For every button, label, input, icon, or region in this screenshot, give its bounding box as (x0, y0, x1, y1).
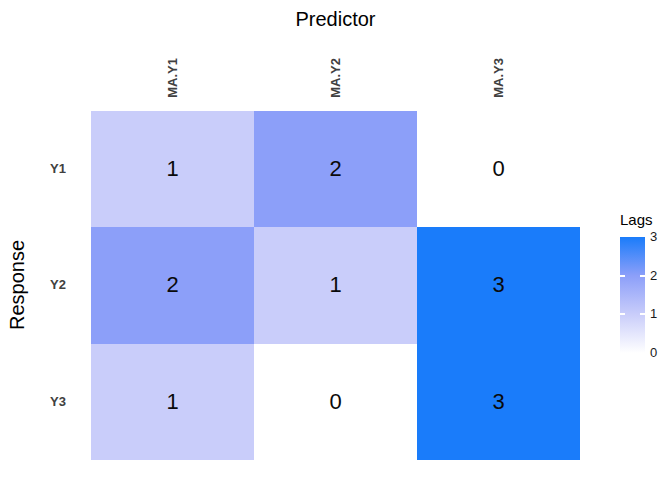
column-label-text: MA.Y2 (328, 58, 343, 98)
heatmap-panel: 120213103 (91, 111, 580, 460)
heatmap-cell-Y2-MA.Y3: 3 (417, 227, 580, 343)
legend-tick-mark (640, 275, 645, 277)
legend-tick-mark (620, 313, 625, 315)
heatmap-cell-Y1-MA.Y2: 2 (254, 111, 417, 227)
row-label-Y1: Y1 (18, 160, 66, 178)
column-label-text: MA.Y3 (491, 58, 506, 98)
legend-tick-mark (640, 313, 645, 315)
legend-tick-label-3: 3 (650, 229, 666, 245)
row-label-Y3: Y3 (18, 393, 66, 411)
heatmap-cell-Y2-MA.Y2: 1 (254, 227, 417, 343)
legend-gradient-bar (620, 237, 645, 353)
heatmap-chart: Predictor Response MA.Y1MA.Y2MA.Y3 Y1Y2Y… (0, 0, 672, 480)
legend-tick-label-1: 1 (650, 306, 666, 322)
column-label-text: MA.Y1 (165, 58, 180, 98)
legend-title: Lags (620, 211, 653, 228)
column-label-MA.Y1: MA.Y1 (143, 40, 203, 98)
legend-tick-label-2: 2 (650, 268, 666, 284)
legend-tick-label-0: 0 (650, 345, 666, 361)
column-label-MA.Y3: MA.Y3 (469, 40, 529, 98)
row-label-Y2: Y2 (18, 276, 66, 294)
column-label-MA.Y2: MA.Y2 (306, 40, 366, 98)
heatmap-cell-Y2-MA.Y1: 2 (91, 227, 254, 343)
heatmap-cell-Y3-MA.Y3: 3 (417, 344, 580, 460)
heatmap-cell-Y3-MA.Y2: 0 (254, 344, 417, 460)
heatmap-cell-Y1-MA.Y3: 0 (417, 111, 580, 227)
legend-tick-mark (620, 275, 625, 277)
heatmap-cell-Y1-MA.Y1: 1 (91, 111, 254, 227)
x-axis-title: Predictor (91, 8, 580, 31)
heatmap-cell-Y3-MA.Y1: 1 (91, 344, 254, 460)
